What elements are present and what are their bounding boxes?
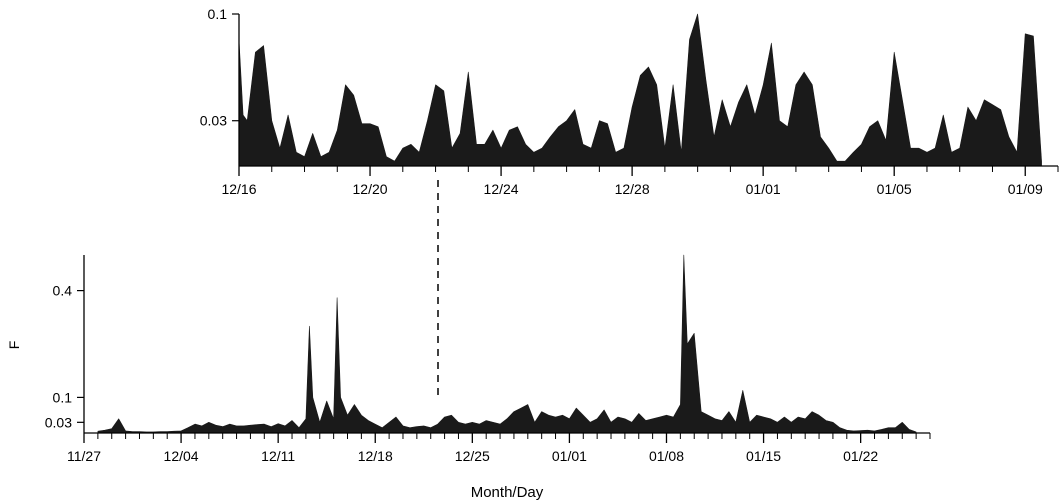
top-x-tick-label: 12/20	[353, 181, 388, 197]
bottom-y-tick-label: 0.4	[53, 283, 73, 299]
bottom-x-tick-label: 12/11	[261, 448, 295, 464]
top-y-ticks: 0.1 0.03	[200, 6, 239, 129]
top-x-tick-label: 12/16	[221, 181, 256, 197]
bottom-panel: 0.4 0.1 0.03 11/27 12/04 12/11 12/18 12/25 01/0…	[6, 254, 931, 500]
bottom-series-area	[97, 254, 917, 434]
bottom-y-tick-label: 0.1	[53, 389, 73, 405]
bottom-x-tick-label: 12/18	[358, 448, 393, 464]
top-x-tick-label: 12/24	[484, 181, 519, 197]
bottom-x-tick-label: 11/27	[67, 448, 101, 464]
bottom-x-ticks: 11/27 12/04 12/11 12/18 12/25 01/01 01/08 01/15…	[67, 433, 931, 464]
top-x-tick-label: 01/09	[1008, 181, 1043, 197]
bottom-x-tick-label: 12/25	[455, 448, 490, 464]
top-x-ticks: 12/16 12/20 12/24 12/28 01/01 01/05 01/09	[221, 166, 1059, 197]
top-x-tick-label: 01/05	[877, 181, 912, 197]
bottom-y-ticks: 0.4 0.1 0.03	[45, 283, 84, 430]
bottom-y-axis-label: F	[6, 341, 22, 350]
bottom-x-tick-label: 01/08	[649, 448, 684, 464]
bottom-x-tick-label: 01/15	[746, 448, 781, 464]
bottom-x-tick-label: 12/04	[164, 448, 199, 464]
top-panel: 0.1 0.03 12/16 12/20 12/24 12/28 01/01 01/05 01…	[200, 6, 1059, 197]
bottom-x-tick-label: 01/01	[552, 448, 587, 464]
bottom-x-tick-label: 01/22	[843, 448, 878, 464]
bottom-series-0-area	[97, 254, 917, 434]
top-x-tick-label: 01/01	[746, 181, 781, 197]
top-series-area	[238, 13, 1042, 167]
bottom-y-tick-label: 0.03	[45, 414, 72, 430]
top-y-tick-label: 0.03	[200, 113, 227, 129]
top-series-0-area	[238, 13, 1042, 167]
top-x-tick-label: 12/28	[615, 181, 650, 197]
bottom-x-axis-label: Month/Day	[471, 484, 544, 500]
top-y-tick-label: 0.1	[208, 6, 228, 22]
